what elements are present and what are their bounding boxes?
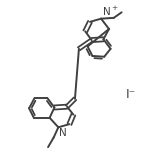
Text: N$^+$: N$^+$ <box>102 5 118 18</box>
Text: N: N <box>59 128 67 138</box>
Text: I⁻: I⁻ <box>126 87 136 100</box>
